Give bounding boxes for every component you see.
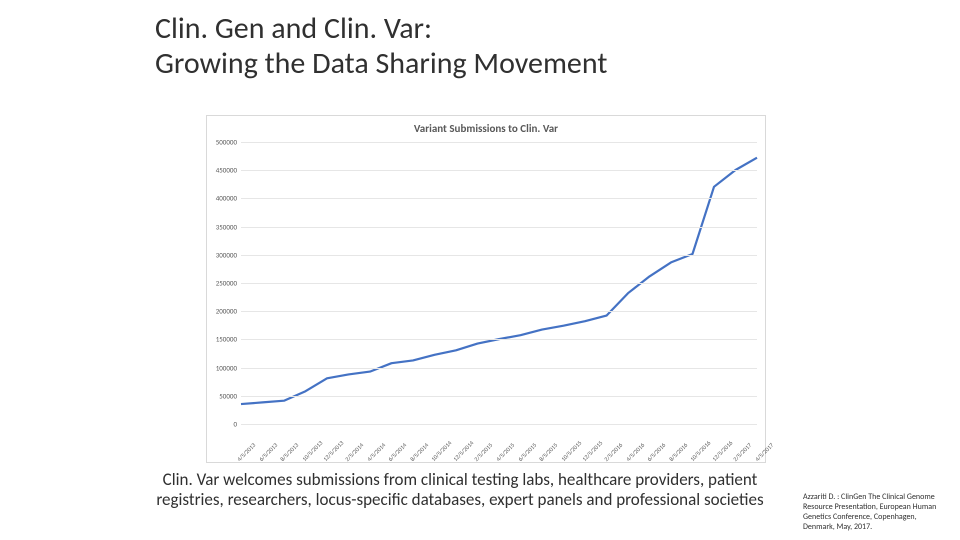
plot-area: 0500001000001500002000002500003000003500… bbox=[241, 142, 757, 422]
x-tick-label: 8/5/2013 bbox=[278, 441, 300, 463]
gridline bbox=[241, 198, 757, 199]
y-tick-label: 100000 bbox=[209, 363, 237, 372]
y-tick-label: 450000 bbox=[209, 166, 237, 175]
gridline bbox=[241, 311, 757, 312]
y-tick-label: 200000 bbox=[209, 307, 237, 316]
gridline bbox=[241, 170, 757, 171]
gridline bbox=[241, 368, 757, 369]
x-tick-label: 12/5/2013 bbox=[322, 439, 346, 463]
x-tick-label: 12/5/2014 bbox=[451, 439, 475, 463]
gridline bbox=[241, 142, 757, 143]
y-tick-label: 50000 bbox=[209, 391, 237, 400]
x-tick-label: 6/5/2016 bbox=[645, 441, 667, 463]
y-tick-label: 350000 bbox=[209, 222, 237, 231]
gridline bbox=[241, 339, 757, 340]
line-series bbox=[241, 142, 757, 422]
x-tick-label: 12/5/2016 bbox=[710, 439, 734, 463]
x-tick-label: 10/5/2013 bbox=[300, 439, 324, 463]
x-tick-label: 6/5/2014 bbox=[386, 441, 408, 463]
y-tick-label: 0 bbox=[209, 420, 237, 429]
y-tick-label: 150000 bbox=[209, 335, 237, 344]
x-tick-label: 2/5/2015 bbox=[473, 441, 495, 463]
x-tick-label: 4/5/2016 bbox=[624, 441, 646, 463]
variant-submissions-chart: Variant Submissions to Clin. Var 0500001… bbox=[206, 115, 766, 463]
x-tick-label: 8/5/2014 bbox=[408, 441, 430, 463]
gridline bbox=[241, 283, 757, 284]
x-tick-label: 10/5/2014 bbox=[430, 439, 454, 463]
chart-title: Variant Submissions to Clin. Var bbox=[207, 116, 765, 135]
page-title: Clin. Gen and Clin. Var: Growing the Dat… bbox=[155, 12, 607, 81]
gridline bbox=[241, 255, 757, 256]
y-tick-label: 250000 bbox=[209, 279, 237, 288]
x-tick-label: 2/5/2014 bbox=[343, 441, 365, 463]
x-tick-label: 10/5/2015 bbox=[559, 439, 583, 463]
x-tick-label: 8/5/2015 bbox=[537, 441, 559, 463]
x-tick-label: 4/5/2015 bbox=[494, 441, 516, 463]
x-tick-label: 2/5/2017 bbox=[732, 441, 754, 463]
title-line1: Clin. Gen and Clin. Var: bbox=[155, 12, 607, 47]
gridline bbox=[241, 227, 757, 228]
y-tick-label: 500000 bbox=[209, 138, 237, 147]
y-tick-label: 400000 bbox=[209, 194, 237, 203]
x-tick-label: 6/5/2015 bbox=[516, 441, 538, 463]
gridline bbox=[241, 396, 757, 397]
x-tick-label: 4/5/2014 bbox=[365, 441, 387, 463]
slide: Clin. Gen and Clin. Var: Growing the Dat… bbox=[0, 0, 960, 540]
x-tick-label: 4/5/2017 bbox=[753, 441, 775, 463]
x-tick-label: 6/5/2013 bbox=[257, 441, 279, 463]
caption: Clin. Var welcomes submissions from clin… bbox=[140, 470, 780, 511]
x-tick-label: 12/5/2015 bbox=[581, 439, 605, 463]
y-tick-label: 300000 bbox=[209, 250, 237, 259]
x-tick-label: 8/5/2016 bbox=[667, 441, 689, 463]
x-axis-labels: 4/5/20136/5/20138/5/201310/5/201312/5/20… bbox=[241, 424, 757, 462]
x-tick-label: 2/5/2016 bbox=[602, 441, 624, 463]
x-tick-label: 10/5/2016 bbox=[689, 439, 713, 463]
citation: Azzariti D. : ClinGen The Clinical Genom… bbox=[803, 492, 948, 532]
title-line2: Growing the Data Sharing Movement bbox=[155, 47, 607, 82]
x-tick-label: 4/5/2013 bbox=[235, 441, 257, 463]
